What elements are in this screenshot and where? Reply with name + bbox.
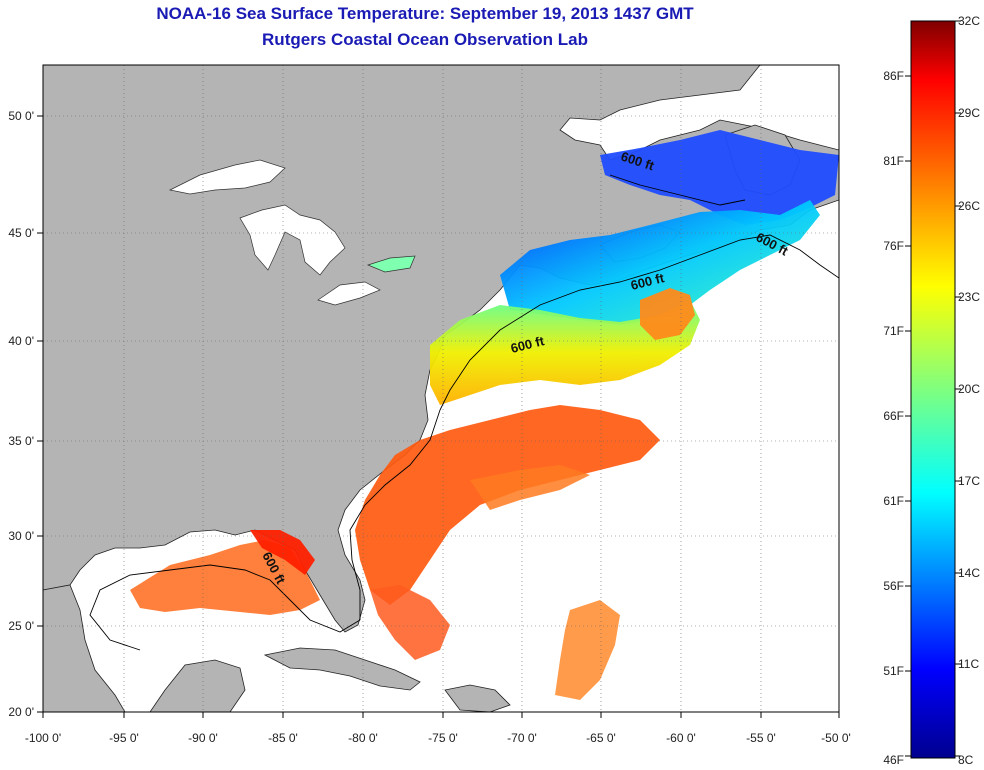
contour-600ft-gulf [89, 564, 361, 651]
cb-c-26: 26C [958, 199, 980, 213]
sst-bahamas [370, 585, 450, 660]
sst-south-atlantic-open [470, 465, 590, 510]
lat-label-40: 40 0' [8, 334, 34, 348]
land-yucatan [149, 659, 246, 712]
lon-label-65: -65 0' [586, 731, 616, 745]
cb-f-86: 86F [883, 69, 904, 83]
contour-600ft [439, 234, 839, 411]
cb-f-76: 76F [883, 239, 904, 253]
map-title: NOAA-16 Sea Surface Temperature: Septemb… [156, 4, 694, 23]
map-frame [42, 64, 840, 713]
cb-f-66: 66F [883, 409, 904, 423]
cb-c-14: 14C [958, 566, 980, 580]
axis-ticks [37, 115, 840, 718]
sst-mid-atlantic [430, 300, 700, 405]
lake-superior [168, 159, 286, 195]
sst-south-atlantic-bight [355, 405, 660, 605]
sst-gulf-of-mexico [130, 540, 320, 615]
cb-f-51: 51F [883, 664, 904, 678]
lake-michigan-huron [239, 204, 346, 276]
cb-c-8: 8C [958, 753, 974, 767]
lon-label-50: -50 0' [821, 731, 851, 745]
lat-label-35: 35 0' [8, 434, 34, 448]
lon-label-90: -90 0' [188, 731, 218, 745]
land-hispaniola [444, 684, 511, 712]
sst-caribbean-patch [555, 600, 620, 700]
cb-c-20: 20C [958, 382, 980, 396]
cb-f-71: 71F [883, 324, 904, 338]
sst-gulf-st-lawrence [600, 130, 839, 225]
contour-600ft-labrador [609, 174, 746, 206]
lon-label-95: -95 0' [109, 731, 139, 745]
lon-label-75: -75 0' [428, 731, 458, 745]
cb-c-17: 17C [958, 474, 980, 488]
contour-600ft-south [349, 409, 441, 620]
colorbar [910, 20, 956, 759]
lake-ontario [366, 255, 416, 273]
cb-c-29: 29C [958, 106, 980, 120]
land-mexico [43, 584, 126, 712]
lon-label-100: -100 0' [25, 731, 61, 745]
colorbar-ticks [905, 20, 961, 757]
lat-label-50: 50 0' [8, 109, 34, 123]
lat-label-25: 25 0' [8, 619, 34, 633]
lon-label-80: -80 0' [348, 731, 378, 745]
lon-label-70: -70 0' [507, 731, 537, 745]
cb-f-56: 56F [883, 579, 904, 593]
lat-label-45: 45 0' [8, 226, 34, 240]
lake-erie [317, 281, 381, 306]
graticule [43, 65, 839, 712]
lat-label-30: 30 0' [8, 529, 34, 543]
lon-label-55: -55 0' [746, 731, 776, 745]
cb-c-32: 32C [958, 14, 980, 28]
cb-c-11: 11C [958, 657, 979, 671]
cb-f-81: 81F [883, 154, 904, 168]
map-subtitle: Rutgers Coastal Ocean Observation Lab [262, 30, 588, 49]
cb-c-23: 23C [958, 290, 980, 304]
cb-f-61: 61F [883, 494, 904, 508]
lat-label-20: 20 0' [8, 705, 34, 719]
land-cuba [263, 647, 421, 691]
lon-label-60: -60 0' [666, 731, 696, 745]
sst-florida-west-shelf [250, 530, 315, 575]
lon-label-85: -85 0' [268, 731, 298, 745]
cb-f-46: 46F [883, 753, 904, 767]
sst-shelf-north [500, 200, 820, 325]
